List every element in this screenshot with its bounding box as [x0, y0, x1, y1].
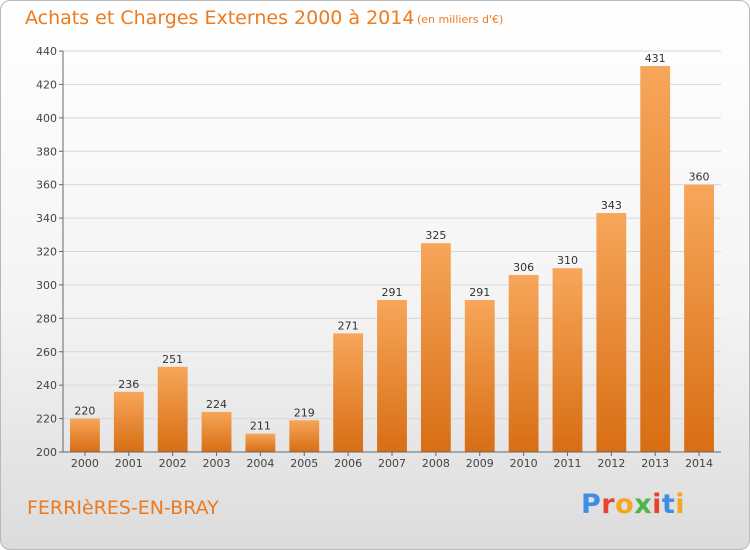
- y-tick-label: 220: [36, 413, 57, 426]
- value-label: 431: [645, 52, 666, 65]
- x-tick-label: 2008: [422, 457, 450, 470]
- y-tick-label: 360: [36, 179, 57, 192]
- logo-letter: i: [652, 489, 662, 520]
- bar-2012: [596, 213, 627, 452]
- y-tick-label: 260: [36, 346, 57, 359]
- y-tick-label: 200: [36, 446, 57, 459]
- value-label: 251: [162, 353, 183, 366]
- value-label: 219: [294, 406, 315, 419]
- x-tick-label: 2012: [597, 457, 625, 470]
- logo-letter: P: [581, 489, 602, 520]
- bar-2008: [420, 243, 451, 452]
- bar-2014: [684, 184, 714, 452]
- y-tick-label: 380: [36, 145, 57, 158]
- bar-2003: [201, 411, 232, 452]
- chart-subtitle: (en milliers d'€): [417, 13, 504, 26]
- logo-letter: o: [615, 489, 635, 520]
- bar-2004: [245, 433, 276, 452]
- y-tick-label: 400: [36, 112, 57, 125]
- value-label: 360: [689, 171, 710, 184]
- value-label: 310: [557, 254, 578, 267]
- x-tick-label: 2013: [641, 457, 669, 470]
- bar-2000: [70, 418, 100, 452]
- value-label: 236: [118, 378, 139, 391]
- y-tick-label: 240: [36, 379, 57, 392]
- value-label: 291: [469, 286, 490, 299]
- bar-2011: [552, 268, 583, 452]
- value-label: 291: [382, 286, 403, 299]
- y-tick-label: 420: [36, 78, 57, 91]
- value-label: 224: [206, 398, 227, 411]
- x-tick-label: 2002: [159, 457, 187, 470]
- bar-2005: [289, 420, 320, 452]
- x-tick-label: 2003: [203, 457, 231, 470]
- x-tick-label: 2010: [510, 457, 538, 470]
- x-tick-label: 2011: [553, 457, 581, 470]
- value-label: 343: [601, 199, 622, 212]
- x-tick-label: 2005: [290, 457, 318, 470]
- y-tick-label: 440: [36, 45, 57, 58]
- value-label: 211: [250, 420, 271, 433]
- bar-2009: [464, 299, 495, 452]
- logo-letter: i: [675, 489, 686, 520]
- bar-2010: [508, 274, 539, 452]
- logo-letter: x: [634, 489, 653, 520]
- chart-title: Achats et Charges Externes 2000 à 2014: [25, 7, 415, 29]
- x-tick-label: 2000: [71, 457, 99, 470]
- bar-2013: [640, 66, 671, 452]
- value-label: 306: [513, 261, 534, 274]
- value-label: 220: [74, 405, 95, 418]
- x-tick-label: 2004: [246, 457, 274, 470]
- bar-2007: [377, 299, 407, 452]
- commune-name: FERRIèRES-EN-BRAY: [27, 497, 219, 519]
- x-tick-label: 2014: [685, 457, 713, 470]
- x-tick-label: 2006: [334, 457, 362, 470]
- value-label: 271: [338, 319, 359, 332]
- value-label: 325: [425, 229, 446, 242]
- y-tick-label: 300: [36, 279, 57, 292]
- bar-2002: [157, 366, 188, 452]
- bar-2001: [113, 391, 144, 452]
- logo-letter: r: [601, 489, 616, 520]
- y-tick-label: 280: [36, 312, 57, 325]
- proxiti-logo: Proxiti: [581, 489, 685, 520]
- y-tick-label: 340: [36, 212, 57, 225]
- bar-2006: [333, 333, 364, 452]
- x-tick-label: 2001: [115, 457, 143, 470]
- x-tick-label: 2009: [466, 457, 494, 470]
- x-tick-label: 2007: [378, 457, 406, 470]
- logo-letter: t: [661, 489, 676, 520]
- y-tick-label: 320: [36, 246, 57, 259]
